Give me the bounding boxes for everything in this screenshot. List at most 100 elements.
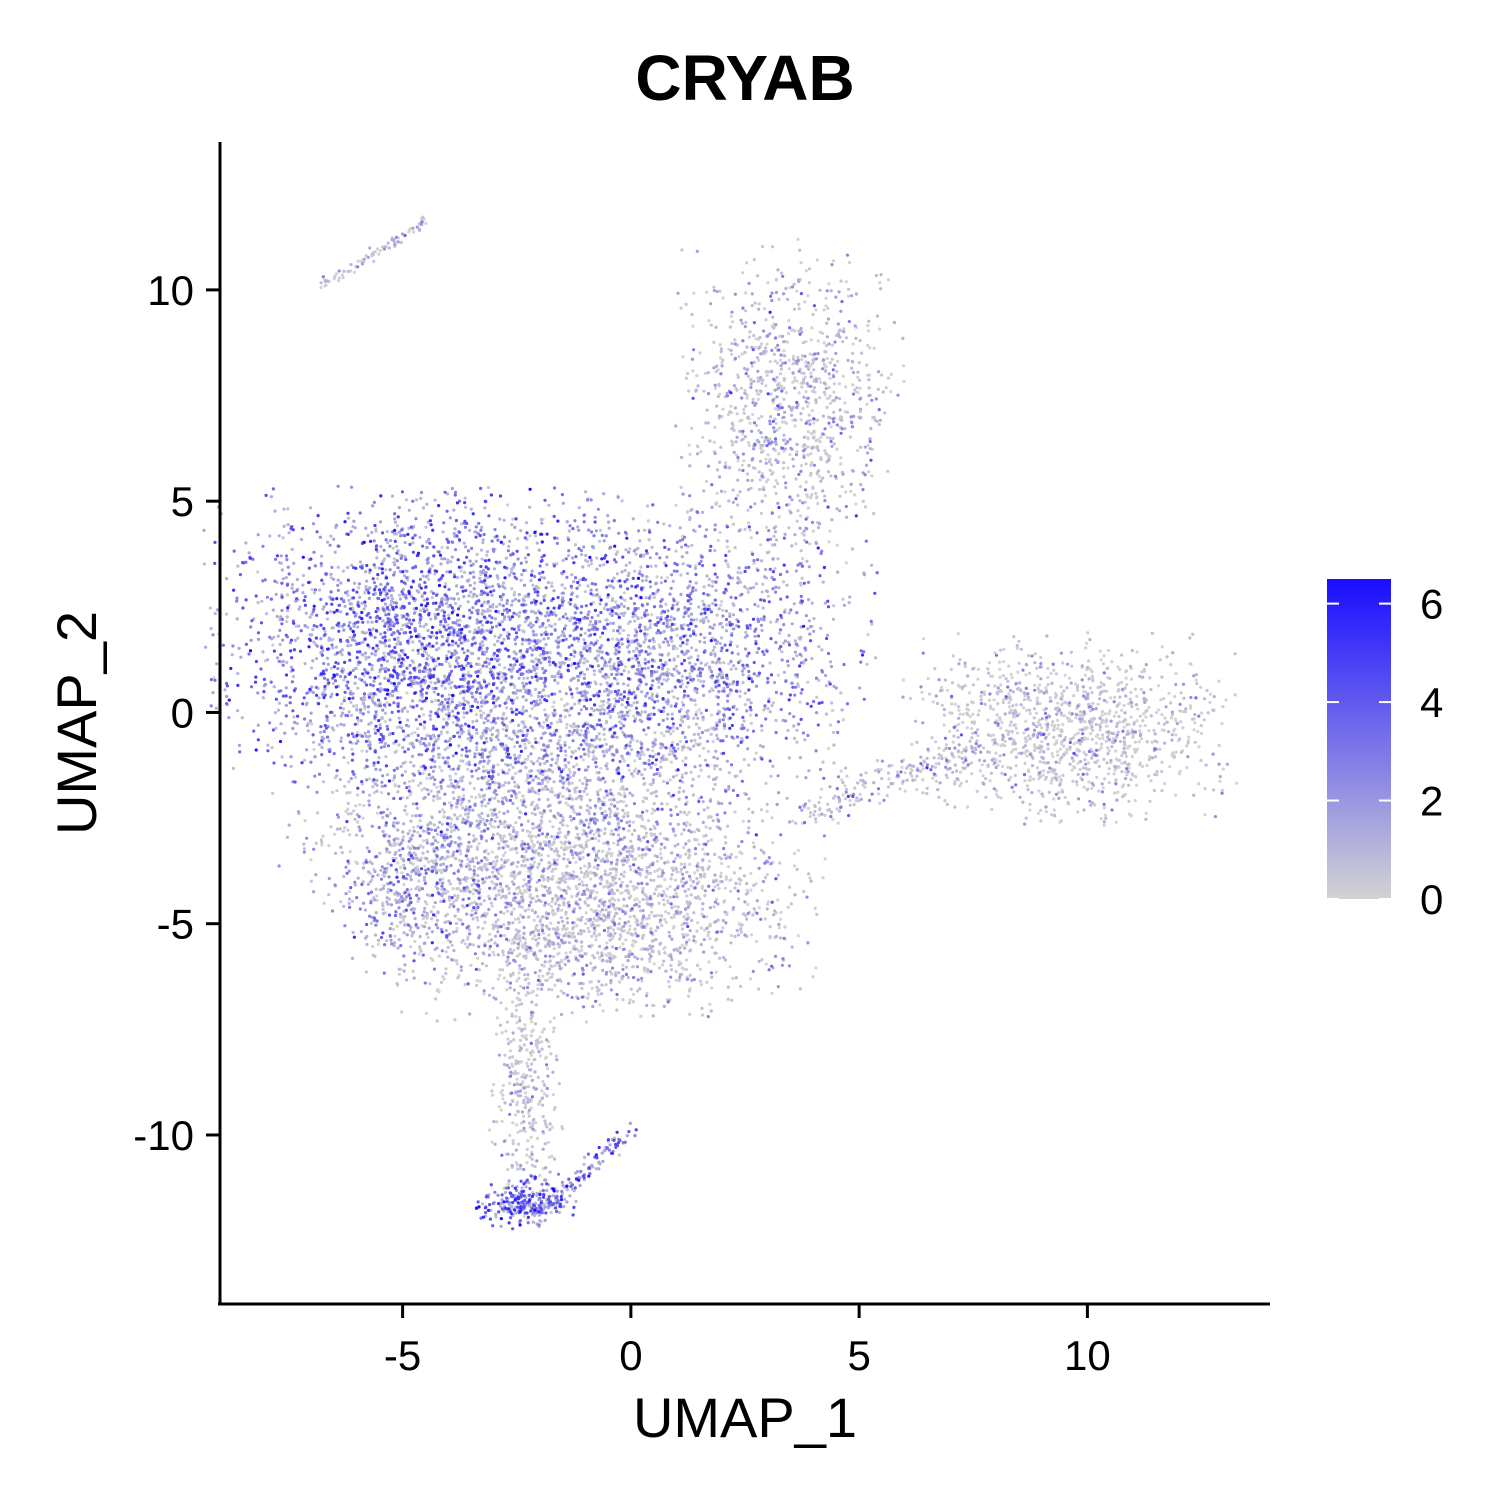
scatter-point — [567, 767, 571, 772]
scatter-point — [1188, 636, 1192, 640]
scatter-point — [395, 524, 399, 528]
scatter-point — [837, 382, 842, 386]
scatter-point — [472, 834, 476, 838]
scatter-point — [719, 871, 723, 875]
scatter-point — [589, 961, 593, 965]
scatter-point — [411, 648, 415, 652]
scatter-point — [987, 661, 992, 665]
scatter-point — [375, 894, 379, 898]
scatter-point — [665, 757, 669, 762]
scatter-point — [959, 770, 963, 774]
scatter-point — [1107, 781, 1111, 785]
scatter-point — [853, 786, 857, 790]
scatter-point — [582, 875, 586, 879]
scatter-point — [333, 832, 337, 836]
scatter-point — [543, 694, 547, 698]
scatter-point — [1121, 783, 1126, 787]
scatter-point — [1153, 773, 1157, 777]
scatter-point — [655, 575, 659, 579]
scatter-point — [572, 935, 577, 939]
scatter-point — [729, 852, 734, 857]
scatter-point — [868, 346, 872, 350]
scatter-point — [902, 379, 906, 384]
scatter-point — [798, 485, 803, 489]
scatter-point — [1102, 806, 1106, 810]
scatter-point — [459, 852, 463, 856]
scatter-point — [808, 542, 812, 546]
scatter-point — [682, 915, 686, 919]
scatter-point — [778, 631, 782, 635]
scatter-point — [450, 829, 454, 833]
scatter-point — [878, 281, 882, 285]
scatter-point — [710, 986, 714, 990]
scatter-point — [886, 469, 890, 473]
scatter-point — [432, 905, 436, 909]
scatter-point — [543, 945, 548, 949]
scatter-point — [1011, 748, 1015, 752]
scatter-point — [642, 782, 646, 787]
scatter-point — [522, 1214, 526, 1218]
scatter-point — [747, 335, 752, 339]
scatter-point — [553, 622, 557, 626]
scatter-point — [793, 329, 797, 333]
scatter-point — [1091, 701, 1095, 705]
scatter-point — [741, 432, 745, 436]
scatter-point — [721, 407, 725, 411]
scatter-point — [615, 807, 620, 811]
scatter-point — [705, 408, 709, 412]
scatter-point — [444, 950, 448, 954]
scatter-point — [589, 562, 594, 566]
scatter-point — [552, 1157, 557, 1161]
scatter-point — [928, 692, 932, 696]
scatter-point — [520, 1034, 525, 1038]
scatter-point — [847, 287, 851, 291]
scatter-point — [505, 988, 509, 992]
scatter-point — [744, 404, 748, 408]
scatter-point — [522, 630, 526, 634]
scatter-point — [400, 1010, 404, 1014]
scatter-point — [552, 947, 556, 951]
scatter-point — [759, 808, 764, 812]
scatter-point — [685, 870, 689, 874]
scatter-point — [770, 816, 774, 820]
scatter-point — [937, 795, 941, 799]
scatter-point — [605, 856, 609, 860]
scatter-point — [844, 280, 848, 284]
scatter-point — [866, 373, 870, 377]
scatter-point — [388, 850, 392, 855]
scatter-point — [976, 667, 981, 672]
scatter-point — [526, 819, 531, 823]
scatter-point — [959, 781, 964, 785]
scatter-point — [1050, 752, 1054, 756]
scatter-point — [770, 704, 774, 708]
scatter-point — [742, 757, 746, 762]
scatter-point — [534, 657, 538, 661]
scatter-point — [1061, 661, 1065, 665]
scatter-point — [860, 351, 864, 355]
scatter-point — [771, 701, 776, 705]
scatter-point — [1035, 666, 1039, 671]
scatter-point — [650, 811, 654, 815]
scatter-point — [500, 1031, 504, 1035]
scatter-point — [683, 862, 687, 866]
scatter-point — [494, 920, 498, 924]
scatter-point — [556, 995, 560, 999]
scatter-point — [854, 799, 858, 803]
scatter-point — [1009, 720, 1013, 724]
scatter-point — [823, 494, 827, 498]
scatter-point — [556, 885, 560, 889]
scatter-point — [848, 261, 852, 265]
scatter-point — [807, 267, 812, 271]
scatter-point — [998, 754, 1002, 758]
scatter-point — [341, 276, 345, 280]
scatter-point — [1085, 737, 1090, 741]
scatter-point — [715, 491, 719, 495]
scatter-point — [513, 771, 518, 776]
scatter-point — [747, 443, 751, 448]
scatter-point — [654, 789, 658, 794]
scatter-point — [653, 809, 657, 813]
scatter-point — [641, 936, 645, 940]
scatter-point — [512, 948, 516, 952]
scatter-point — [844, 766, 848, 770]
scatter-point — [848, 803, 852, 807]
